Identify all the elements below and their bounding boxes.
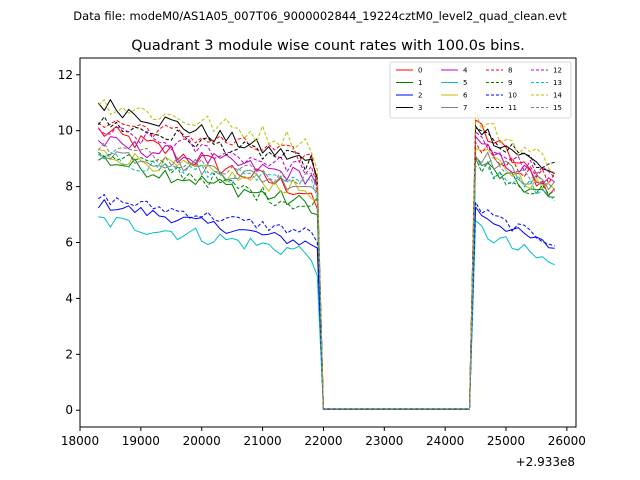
- legend-label-5: 5: [463, 79, 467, 87]
- series-line-15: [97, 142, 556, 410]
- y-tick-label: 4: [65, 291, 73, 305]
- x-tick-label: 21000: [243, 434, 281, 448]
- chart-title: Quadrant 3 module wise count rates with …: [131, 38, 525, 54]
- y-tick-label: 8: [65, 180, 73, 194]
- data-file-header: Data file: modeM0/AS1A05_007T06_90000028…: [73, 9, 567, 23]
- legend-label-15: 15: [553, 104, 562, 112]
- plot-area: 18000 19000 20000 21000 22000 23000 24000 25000…: [58, 57, 586, 469]
- x-tick-label: 25000: [487, 434, 525, 448]
- series-layer: [97, 99, 556, 410]
- legend-label-1: 1: [418, 79, 422, 87]
- legend-label-4: 4: [463, 67, 468, 75]
- y-tick-label: 2: [65, 347, 73, 361]
- series-line-5: [98, 216, 555, 410]
- x-tick-label: 18000: [61, 434, 99, 448]
- legend-label-11: 11: [508, 104, 517, 112]
- legend-frame: [389, 61, 572, 119]
- x-tick-label: 20000: [183, 434, 221, 448]
- legend-label-8: 8: [508, 67, 512, 75]
- legend-label-13: 13: [553, 79, 562, 87]
- x-tick-label: 23000: [365, 434, 403, 448]
- y-tick-label: 10: [58, 124, 73, 138]
- legend-label-6: 6: [463, 92, 468, 100]
- y-tick-label: 0: [65, 403, 73, 417]
- legend-label-12: 12: [553, 67, 562, 75]
- x-axis: 18000 19000 20000 21000 22000 23000 24000 25000…: [61, 427, 586, 448]
- y-tick-label: 12: [58, 68, 73, 82]
- x-tick-label: 22000: [304, 434, 342, 448]
- legend-label-7: 7: [463, 104, 467, 112]
- x-offset-label: +2.933e8: [516, 455, 575, 469]
- legend-label-0: 0: [418, 67, 422, 75]
- x-tick-label: 26000: [548, 434, 586, 448]
- legend-label-3: 3: [418, 104, 422, 112]
- legend-label-14: 14: [553, 92, 562, 100]
- series-line-14: [97, 99, 556, 410]
- y-tick-label: 6: [65, 236, 73, 250]
- legend-label-9: 9: [508, 79, 512, 87]
- series-line-8: [97, 119, 556, 410]
- y-axis: 0 2 4 6 8 10 12: [58, 68, 80, 417]
- x-tick-label: 19000: [122, 434, 160, 448]
- legend-label-10: 10: [508, 92, 517, 100]
- legend-label-2: 2: [418, 92, 422, 100]
- x-tick-label: 24000: [426, 434, 464, 448]
